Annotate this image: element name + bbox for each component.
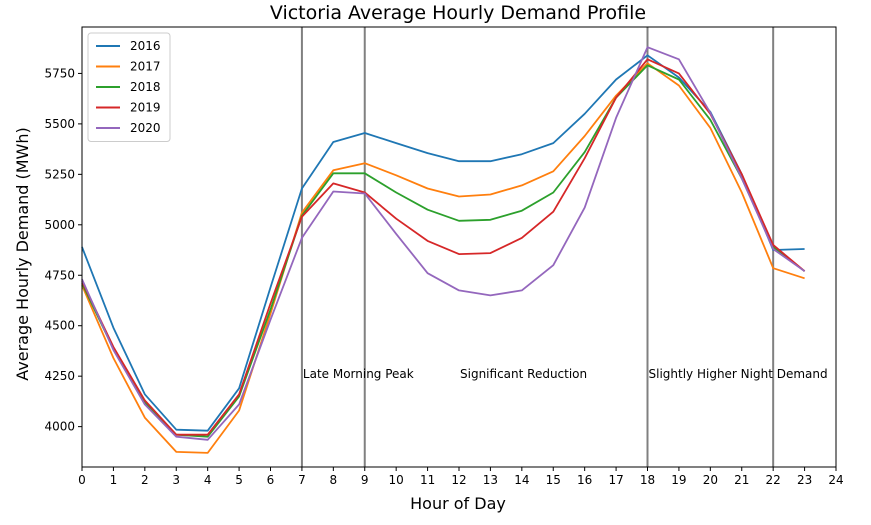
legend-label-2020: 2020	[130, 121, 161, 135]
x-tick-label: 14	[514, 473, 529, 487]
y-tick-label: 4750	[44, 268, 75, 282]
x-tick-label: 18	[640, 473, 655, 487]
x-tick-label: 7	[298, 473, 306, 487]
x-axis-label: Hour of Day	[410, 494, 506, 513]
x-tick-label: 5	[235, 473, 243, 487]
x-tick-label: 22	[766, 473, 781, 487]
annotation-0: Late Morning Peak	[303, 367, 414, 381]
series-line-2019	[81, 58, 806, 436]
x-tick-label: 19	[671, 473, 686, 487]
legend-label-2018: 2018	[130, 80, 161, 94]
x-tick-label: 1	[110, 473, 118, 487]
x-tick-label: 4	[204, 473, 212, 487]
y-tick-label: 4250	[44, 369, 75, 383]
y-tick-label: 4000	[44, 420, 75, 434]
legend-label-2019: 2019	[130, 101, 161, 115]
y-tick-label: 5750	[44, 66, 75, 80]
annotation-2: Slightly Higher Night Demand	[649, 367, 828, 381]
y-tick-label: 5250	[44, 167, 75, 181]
x-tick-label: 17	[608, 473, 623, 487]
x-tick-label: 16	[577, 473, 592, 487]
y-tick-label: 4500	[44, 319, 75, 333]
x-tick-label: 8	[330, 473, 338, 487]
series-line-2018	[81, 64, 806, 438]
x-tick-label: 13	[483, 473, 498, 487]
legend-label-2017: 2017	[130, 60, 161, 74]
y-tick-label: 5000	[44, 218, 75, 232]
x-tick-label: 15	[546, 473, 561, 487]
x-tick-label: 11	[420, 473, 435, 487]
x-tick-label: 0	[78, 473, 86, 487]
series-line-2017	[81, 62, 805, 454]
chart-title: Victoria Average Hourly Demand Profile	[270, 2, 646, 24]
legend-label-2016: 2016	[130, 39, 161, 53]
y-axis-label: Average Hourly Demand (MWh)	[13, 127, 32, 381]
annotation-1: Significant Reduction	[460, 367, 587, 381]
x-tick-label: 21	[734, 473, 749, 487]
plot-area: Late Morning Peak Significant Reduction Sl…	[44, 26, 844, 487]
x-tick-label: 20	[703, 473, 718, 487]
x-tick-label: 24	[828, 473, 843, 487]
y-tick-label: 5500	[44, 117, 75, 131]
x-tick-label: 23	[797, 473, 812, 487]
series-line-2020	[81, 46, 806, 441]
x-tick-label: 6	[267, 473, 275, 487]
x-tick-label: 10	[389, 473, 404, 487]
legend-box	[87, 32, 171, 142]
x-tick-label: 3	[172, 473, 180, 487]
x-tick-label: 9	[361, 473, 369, 487]
x-tick-label: 2	[141, 473, 149, 487]
x-tick-label: 12	[451, 473, 466, 487]
plot-frame	[81, 26, 837, 468]
series-line-2016	[81, 54, 805, 432]
